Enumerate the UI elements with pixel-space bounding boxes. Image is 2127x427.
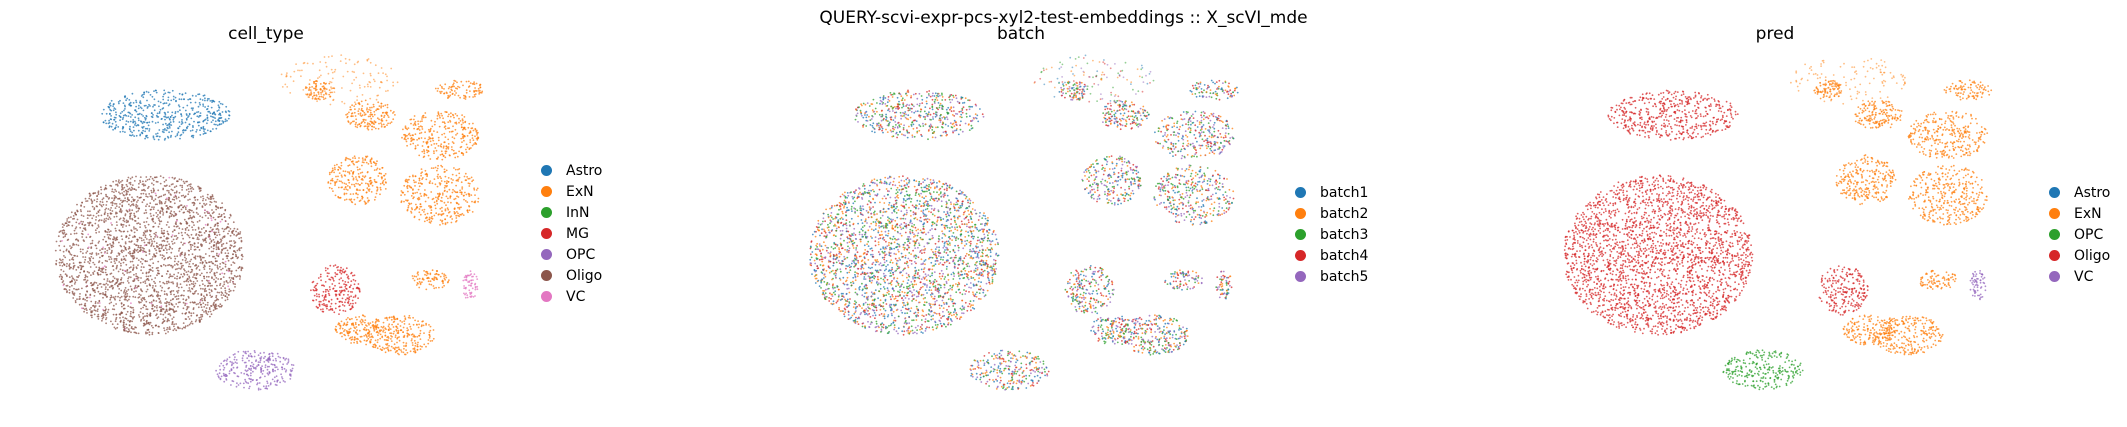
legend-label: VC	[566, 288, 586, 305]
legend-item: batch1	[1295, 182, 1368, 203]
legend-marker	[541, 165, 552, 176]
panel-title-pred: pred	[1755, 24, 1795, 44]
figure-title: QUERY-scvi-expr-pcs-xyl2-test-embeddings…	[819, 8, 1308, 28]
legend-item: VC	[541, 286, 602, 307]
scatter-panel-batch	[809, 54, 1239, 391]
legend-item: Oligo	[541, 265, 602, 286]
legend-marker	[541, 228, 552, 239]
legend-marker	[541, 186, 552, 197]
legend-item: batch2	[1295, 203, 1368, 224]
panel-title-batch: batch	[997, 24, 1045, 44]
legend-item: ExN	[541, 181, 602, 202]
legend-label: batch1	[1320, 184, 1369, 201]
legend-marker	[541, 249, 552, 260]
legend-item: batch4	[1295, 245, 1368, 266]
panel-title-cell-type: cell_type	[228, 24, 304, 44]
legend-item: InN	[541, 202, 602, 223]
scatter-panel-pred	[1563, 58, 1993, 391]
legend-label: OPC	[2074, 226, 2104, 243]
legend-label: batch3	[1320, 226, 1369, 243]
legend-item: VC	[2049, 266, 2110, 287]
legend-label: Oligo	[566, 267, 603, 284]
legend-label: batch5	[1320, 268, 1369, 285]
legend-marker	[1295, 250, 1306, 261]
legend-cell-type: Astro ExN InN MG OPC Oligo VC	[541, 160, 602, 307]
legend-marker	[1295, 271, 1306, 282]
legend-item: ExN	[2049, 203, 2110, 224]
legend-label: batch4	[1320, 247, 1369, 264]
legend-item: Astro	[2049, 182, 2110, 203]
legend-label: VC	[2074, 268, 2094, 285]
legend-marker	[2049, 250, 2060, 261]
legend-label: InN	[566, 204, 590, 221]
legend-marker	[541, 270, 552, 281]
legend-item: OPC	[2049, 224, 2110, 245]
legend-item: batch3	[1295, 224, 1368, 245]
legend-item: MG	[541, 223, 602, 244]
legend-marker	[2049, 187, 2060, 198]
legend-label: ExN	[2074, 205, 2102, 222]
legend-item: batch5	[1295, 266, 1368, 287]
legend-marker	[2049, 208, 2060, 219]
legend-marker	[541, 291, 552, 302]
legend-label: Oligo	[2074, 247, 2111, 264]
legend-marker	[2049, 271, 2060, 282]
legend-batch: batch1 batch2 batch3 batch4 batch5	[1295, 182, 1368, 287]
legend-item: Oligo	[2049, 245, 2110, 266]
legend-label: OPC	[566, 246, 596, 263]
legend-marker	[2049, 229, 2060, 240]
legend-label: batch2	[1320, 205, 1369, 222]
scatter-panel-cell-type	[54, 54, 484, 391]
legend-pred: Astro ExN OPC Oligo VC	[2049, 182, 2110, 287]
legend-label: Astro	[566, 162, 603, 179]
legend-item: Astro	[541, 160, 602, 181]
legend-label: MG	[566, 225, 589, 242]
legend-label: ExN	[566, 183, 594, 200]
legend-marker	[1295, 229, 1306, 240]
legend-label: Astro	[2074, 184, 2111, 201]
legend-marker	[1295, 187, 1306, 198]
legend-marker	[541, 207, 552, 218]
legend-marker	[1295, 208, 1306, 219]
legend-item: OPC	[541, 244, 602, 265]
